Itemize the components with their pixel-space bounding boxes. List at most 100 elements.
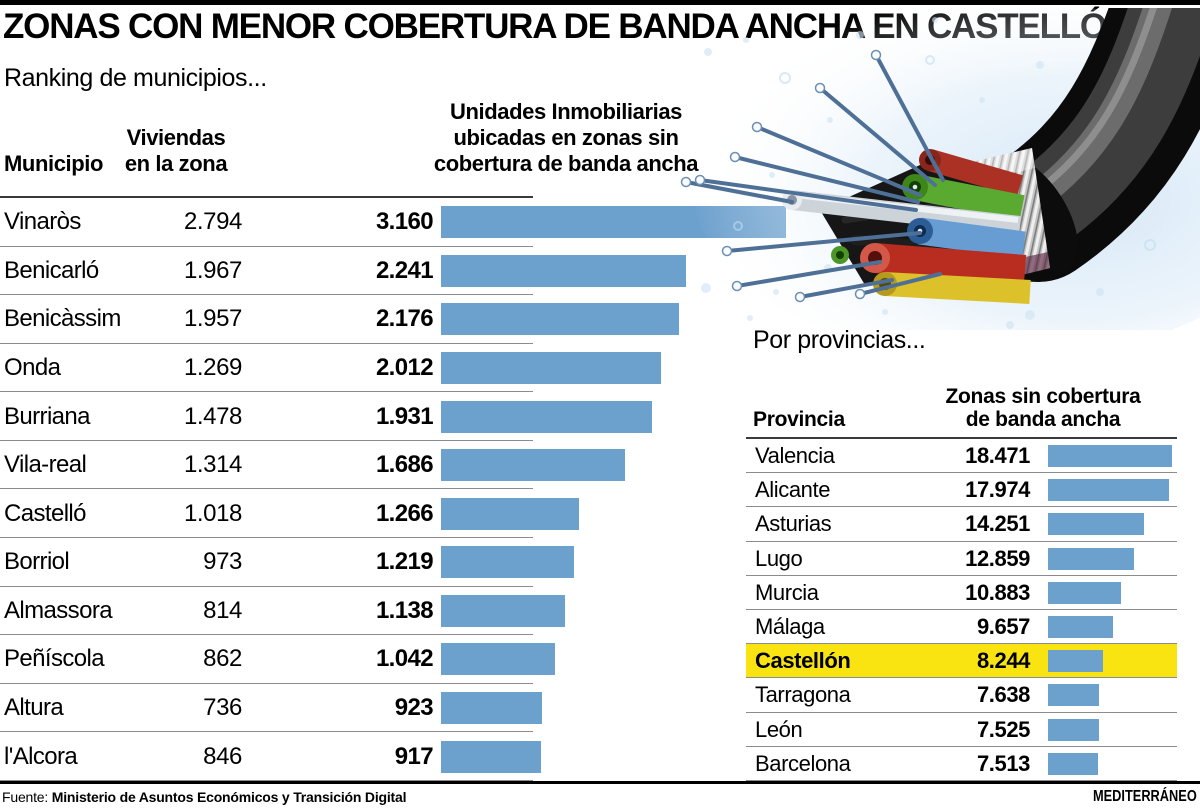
municipality-name: Benicàssim (4, 305, 121, 333)
province-name: Murcia (755, 579, 819, 605)
municipality-name: Altura (4, 694, 64, 722)
viviendas-value: 1.018 (183, 499, 242, 527)
municipality-name: Burriana (4, 402, 91, 430)
municipality-name: Benicarló (4, 256, 99, 284)
viviendas-value: 1.957 (183, 305, 242, 333)
column-header-unidades: Unidades Inmobiliarias ubicadas en zonas… (408, 99, 724, 177)
table-row: Benicarló 1.967 2.241 (0, 247, 800, 296)
column-header-zonas: Zonas sin cobertura de banda ancha (893, 385, 1193, 431)
footer-rule (0, 781, 1200, 784)
table-row: Asturias 14.251 (746, 507, 1177, 542)
table-row: Valencia 18.471 (746, 439, 1177, 474)
bar (1048, 718, 1099, 741)
table-row: Vila-real 1.314 1.686 (0, 441, 800, 490)
table-row: Tarragona 7.638 (746, 678, 1177, 713)
table-row: Murcia 10.883 (746, 576, 1177, 611)
viviendas-value: 973 (203, 548, 242, 576)
bar (1048, 752, 1099, 775)
table-row: Barcelona 7.513 (746, 747, 1177, 782)
provincias-table: Valencia 18.471 Alicante 17.974 Asturias… (746, 439, 1177, 782)
province-name: Valencia (755, 443, 835, 469)
viviendas-value: 814 (203, 596, 242, 624)
cable-interior (820, 165, 1025, 285)
province-name: Málaga (755, 614, 825, 640)
zonas-value: 12.859 (965, 545, 1030, 571)
unidades-value: 1.219 (375, 548, 434, 576)
unidades-value: 917 (394, 742, 434, 770)
province-name: Barcelona (755, 750, 851, 776)
column-header-viviendas: Viviendas en la zona (96, 125, 256, 177)
viviendas-value: 1.478 (183, 402, 242, 430)
provincias-section-heading: Por provincias... (753, 326, 926, 354)
zonas-value: 14.251 (965, 511, 1030, 537)
municipality-name: Vila-real (4, 451, 87, 479)
dark-tubes (841, 198, 1015, 257)
buffer-tubes (782, 149, 1031, 304)
bar (441, 303, 679, 336)
column-header-unidades-line3: cobertura de banda ancha (433, 151, 699, 176)
table-row: Benicàssim 1.957 2.176 (0, 295, 800, 344)
table-row: Almassora 814 1.138 (0, 587, 800, 636)
table-row: Castelló 1.018 1.266 (0, 489, 800, 538)
bar (441, 692, 542, 725)
table-row: Borriol 973 1.219 (0, 538, 800, 587)
table-row: Lugo 12.859 (746, 542, 1177, 576)
unidades-value: 1.686 (375, 451, 434, 479)
column-header-viviendas-line2: en la zona (124, 151, 228, 176)
bar (441, 497, 580, 530)
infographic-title: ZONAS CON MENOR COBERTURA DE BANDA ANCHA… (3, 7, 1131, 46)
table-row-highlighted-castellon: Castellón 8.244 (746, 644, 1177, 679)
top-rule (0, 0, 1200, 5)
bar (1048, 650, 1104, 673)
bar (1048, 581, 1122, 604)
unidades-value: 1.931 (375, 402, 434, 430)
bar (1048, 684, 1100, 707)
source-text: Ministerio de Asuntos Económicos y Trans… (51, 789, 407, 805)
bar (441, 740, 542, 773)
province-name: Alicante (755, 477, 831, 503)
bar (441, 206, 787, 239)
unidades-value: 2.241 (375, 256, 434, 284)
zonas-value: 10.883 (965, 579, 1030, 605)
bar (441, 449, 626, 482)
table-row: l'Alcora 846 917 (0, 732, 800, 781)
unidades-value: 2.176 (375, 305, 434, 333)
zonas-value: 7.525 (976, 716, 1030, 742)
column-header-provincia: Provincia (753, 408, 845, 431)
zonas-value: 17.974 (965, 477, 1030, 503)
province-name: Tarragona (755, 682, 851, 708)
zonas-value: 18.471 (965, 443, 1030, 469)
viviendas-value: 1.269 (183, 354, 242, 382)
unidades-value: 923 (394, 694, 434, 722)
viviendas-value: 1.967 (183, 256, 242, 284)
unidades-value: 1.138 (375, 596, 434, 624)
table-row: Vinaròs 2.794 3.160 (0, 198, 800, 247)
source-credit: Fuente: Ministerio de Asuntos Económicos… (2, 789, 406, 805)
viviendas-value: 862 (203, 645, 242, 673)
column-header-zonas-line1: Zonas sin cobertura (945, 385, 1141, 408)
jacket-end-ring (986, 155, 1078, 273)
table-row: Peñíscola 862 1.042 (0, 635, 800, 684)
viviendas-value: 1.314 (183, 451, 242, 479)
bar (1048, 445, 1172, 468)
bar (1048, 479, 1169, 502)
bar (441, 594, 566, 627)
left-table-header-rule (0, 196, 533, 198)
province-name: Lugo (755, 545, 803, 571)
province-name: León (755, 716, 803, 742)
viviendas-value: 2.794 (183, 208, 242, 236)
viviendas-value: 846 (203, 742, 242, 770)
unidades-value: 2.012 (375, 354, 434, 382)
bar (441, 352, 661, 385)
bar (441, 643, 555, 676)
corrugated-sheath (938, 148, 1050, 292)
municipality-name: Onda (4, 354, 61, 382)
municipality-name: Castelló (4, 499, 87, 527)
zonas-value: 8.244 (976, 648, 1030, 674)
table-row: Onda 1.269 2.012 (0, 344, 800, 393)
source-label: Fuente: (2, 789, 49, 805)
unidades-value: 1.266 (375, 499, 434, 527)
municipality-name: l'Alcora (4, 742, 78, 770)
right-table-header-rule (746, 437, 1177, 439)
bar (441, 546, 575, 579)
